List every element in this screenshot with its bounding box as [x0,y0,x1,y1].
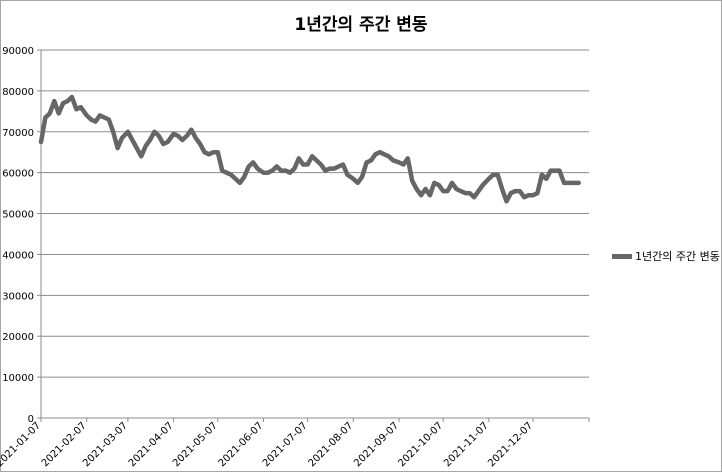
x-tick-label: 2021-07-07 [261,420,310,469]
legend-label: 1년간의 주간 변동 [635,250,720,263]
y-axis-tick-labels: 0 10000 20000 30000 40000 50000 60000 70000 8000… [2,46,34,425]
x-tick-label: 2021-04-07 [127,420,176,469]
series-line [38,94,581,204]
x-axis-tick-labels: 2021-01-072021-02-072021-03-072021-04-07… [0,420,535,469]
y-tick-label: 70000 [2,128,34,139]
series-layer [38,94,581,204]
y-tick-label: 40000 [2,250,34,261]
x-tick-label: 2021-06-07 [217,420,266,469]
x-tick-label: 2021-09-07 [352,420,401,469]
gridlines [41,49,589,378]
x-tick-label: 2021-01-07 [0,420,43,469]
y-tick-label: 50000 [2,210,34,221]
chart-title: 1년간의 주간 변동 [294,15,428,35]
y-tick-label: 60000 [2,169,34,180]
x-tick-label: 2021-11-07 [442,420,491,469]
axes [37,49,590,422]
x-tick-label: 2021-10-07 [396,420,445,469]
x-tick-label: 2021-05-07 [171,420,220,469]
x-tick-label: 2021-12-07 [486,420,535,469]
y-tick-label: 20000 [2,332,34,343]
y-tick-label: 80000 [2,87,34,98]
x-tick-label: 2021-08-07 [307,420,356,469]
legend-swatch [612,253,632,259]
y-tick-label: 30000 [2,291,34,302]
y-tick-label: 90000 [2,46,34,57]
x-tick-label: 2021-03-07 [81,420,130,469]
y-tick-label: 10000 [2,373,34,384]
legend: 1년간의 주간 변동 [612,248,720,264]
y-tick-label: 0 [28,414,34,425]
